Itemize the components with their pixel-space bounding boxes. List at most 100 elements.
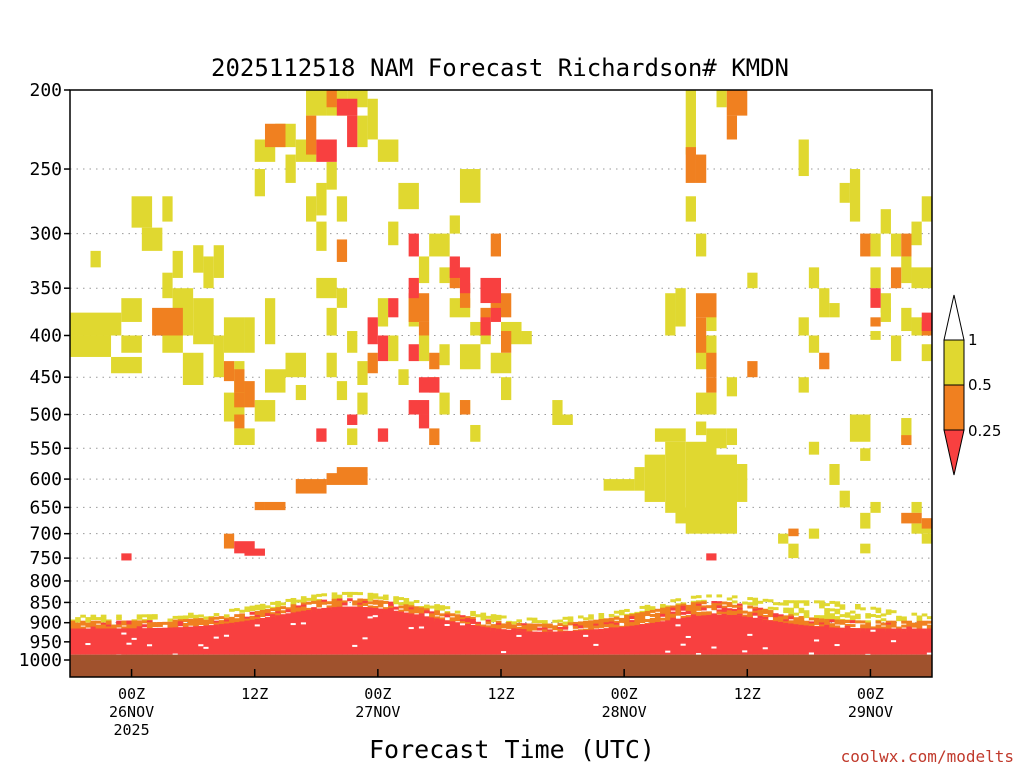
ri-cell xyxy=(377,139,399,162)
bl-cell xyxy=(475,623,481,627)
bl-cell xyxy=(798,616,805,620)
bl-cell xyxy=(439,605,446,609)
bl-cell xyxy=(434,604,440,608)
bl-cell xyxy=(90,624,97,628)
bl-cell xyxy=(885,624,892,628)
ri-cell xyxy=(336,467,368,477)
bl-cell xyxy=(521,629,528,633)
bl-cell xyxy=(824,608,830,612)
bl-cell xyxy=(352,591,358,595)
bl-cell xyxy=(890,610,897,614)
bl-cell xyxy=(926,626,933,630)
bl-cell xyxy=(413,610,420,614)
bl-cell xyxy=(875,628,882,655)
ri-cell xyxy=(521,331,532,345)
ri-cell xyxy=(921,312,932,332)
bl-cell xyxy=(157,623,163,627)
bl-cell xyxy=(295,609,302,613)
bl-cell xyxy=(921,620,928,624)
bl-cell xyxy=(798,620,805,624)
bl-cell xyxy=(413,608,420,612)
ri-cell xyxy=(418,377,440,393)
ri-cell xyxy=(459,400,471,415)
bl-cell xyxy=(172,623,179,627)
bl-cell xyxy=(778,618,784,622)
bl-cell xyxy=(690,608,697,612)
bl-cell xyxy=(264,605,271,609)
bl-cell xyxy=(757,618,764,655)
bl-cell xyxy=(531,617,538,621)
bl-cell xyxy=(793,621,800,625)
ri-cell xyxy=(121,298,142,322)
bl-cell xyxy=(844,625,851,629)
bl-cell xyxy=(885,620,892,624)
bl-cell xyxy=(229,620,235,624)
bl-cell xyxy=(634,617,641,621)
bl-cell xyxy=(757,600,764,604)
bl-cell xyxy=(316,604,322,608)
bl-cell xyxy=(388,601,394,605)
bl-cell xyxy=(336,606,343,655)
ri-cell xyxy=(778,533,789,544)
bl-cell xyxy=(521,623,528,627)
bl-cell xyxy=(906,620,912,624)
bl-cell xyxy=(819,618,825,622)
bl-cell xyxy=(829,619,836,623)
bl-cell xyxy=(911,622,918,626)
ri-cell xyxy=(429,428,440,446)
bl-cell xyxy=(306,597,312,601)
bl-cell xyxy=(516,634,523,637)
bl-cell xyxy=(90,620,97,624)
bl-cell xyxy=(331,592,338,596)
bl-cell xyxy=(188,622,194,626)
bl-cell xyxy=(408,607,415,611)
ri-cell xyxy=(706,377,717,393)
bl-cell xyxy=(716,611,723,615)
bl-cell xyxy=(131,637,138,640)
bl-cell xyxy=(393,598,399,602)
bl-cell xyxy=(711,614,717,655)
bl-cell xyxy=(111,624,117,628)
bl-cell xyxy=(270,601,276,605)
bl-cell xyxy=(880,622,887,626)
ri-cell xyxy=(234,392,245,408)
bl-cell xyxy=(588,624,594,628)
bl-cell xyxy=(680,617,687,655)
bl-cell xyxy=(834,611,841,615)
bl-cell xyxy=(552,619,558,623)
bl-cell xyxy=(742,650,748,653)
bl-cell xyxy=(665,612,671,616)
ri-cell xyxy=(695,233,707,257)
bl-cell xyxy=(593,643,599,646)
ri-cell xyxy=(347,428,358,446)
bl-cell xyxy=(136,614,143,618)
bl-cell xyxy=(860,626,866,630)
bl-cell xyxy=(552,625,558,629)
bl-cell xyxy=(444,606,451,610)
bl-cell xyxy=(413,600,420,604)
colorbar-segment-lt0.25 xyxy=(943,429,965,476)
ri-cell xyxy=(880,307,891,322)
bl-cell xyxy=(870,614,877,618)
bl-cell xyxy=(613,610,620,614)
bl-cell xyxy=(762,616,769,620)
ri-cell xyxy=(172,250,183,278)
bl-cell xyxy=(660,621,666,655)
bl-cell xyxy=(347,591,353,595)
bl-cell xyxy=(454,616,461,620)
ri-cell xyxy=(798,139,809,177)
bl-cell xyxy=(813,617,820,621)
bl-cell xyxy=(198,614,204,618)
bl-cell xyxy=(70,620,76,624)
bl-cell xyxy=(531,625,538,629)
bl-cell xyxy=(798,610,805,614)
bl-cell xyxy=(213,620,220,624)
bl-cell xyxy=(849,620,856,624)
bl-cell xyxy=(439,613,446,617)
bl-cell xyxy=(772,615,779,619)
bl-cell xyxy=(911,612,918,616)
y-tick-label: 750 xyxy=(29,548,62,569)
bl-cell xyxy=(434,616,440,620)
bl-cell xyxy=(490,618,497,622)
bl-cell xyxy=(762,614,769,618)
